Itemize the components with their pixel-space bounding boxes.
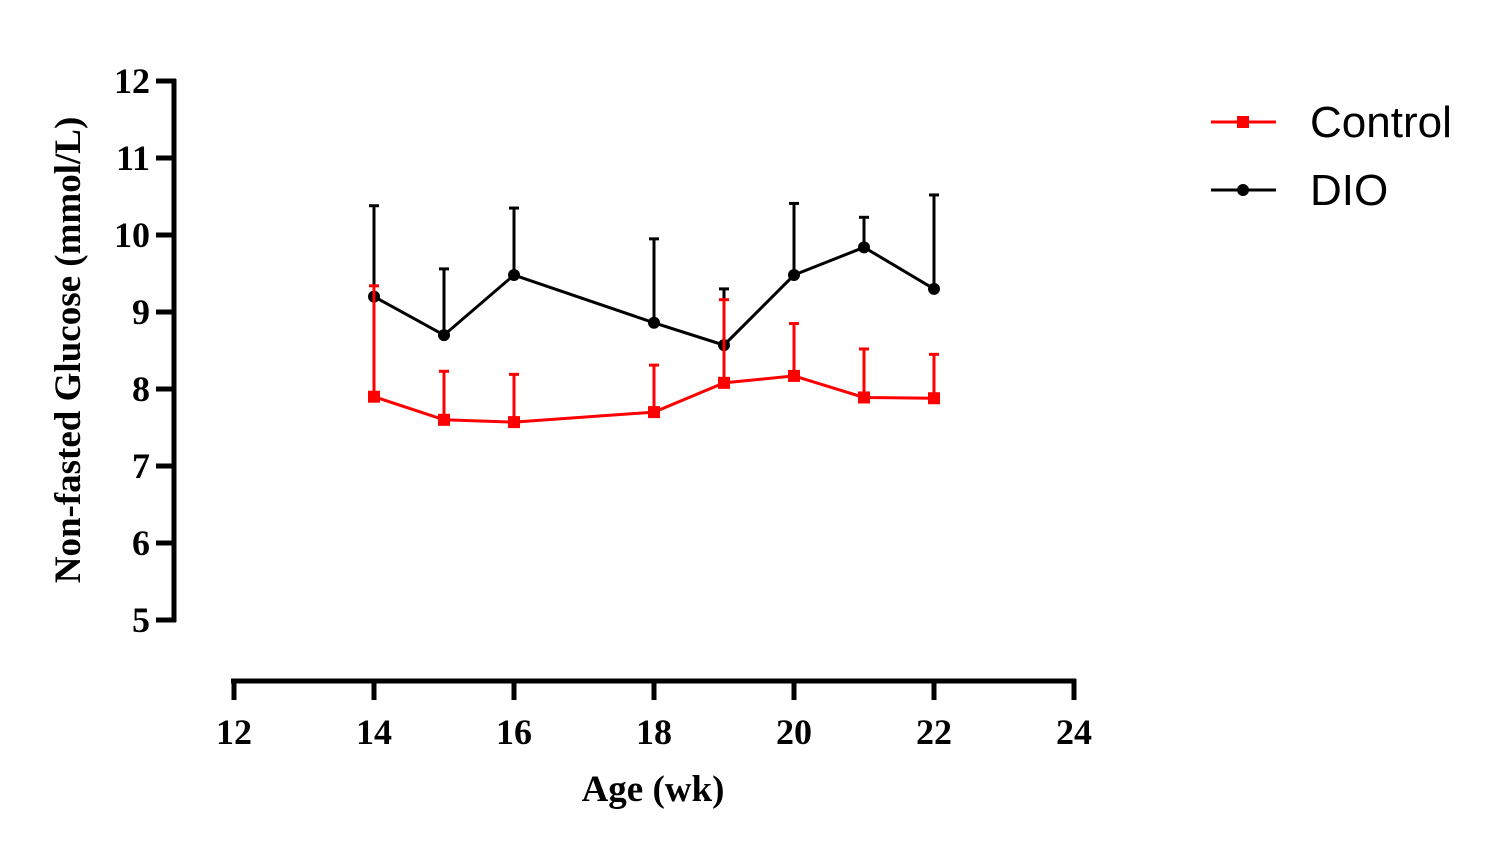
data-point xyxy=(928,282,940,295)
legend-label: DIO xyxy=(1310,166,1388,215)
x-tick-label: 16 xyxy=(496,712,532,752)
legend-marker xyxy=(1237,184,1249,196)
data-point xyxy=(368,390,380,403)
legend: Control DIO xyxy=(1211,98,1452,215)
legend-item-dio: DIO xyxy=(1211,166,1388,215)
y-tick-label: 8 xyxy=(132,369,150,409)
legend-item-control: Control xyxy=(1211,98,1452,147)
series-dio xyxy=(368,193,940,352)
y-tick-label: 9 xyxy=(132,292,150,332)
y-tick-label: 6 xyxy=(132,523,150,563)
y-axis-ticks: 5 6 7 8 9 10 11 12 xyxy=(114,61,176,640)
data-point xyxy=(648,406,660,419)
x-axis-title: Age (wk) xyxy=(582,769,725,810)
y-axis-title: Non-fasted Glucose (mmol/L) xyxy=(48,117,89,584)
y-tick-label: 5 xyxy=(132,600,150,640)
y-tick-label: 10 xyxy=(114,215,150,255)
legend-label: Control xyxy=(1310,98,1452,147)
y-tick-label: 12 xyxy=(114,61,150,101)
data-point xyxy=(858,241,870,254)
data-point xyxy=(858,391,870,404)
data-point xyxy=(648,316,660,329)
x-tick-label: 14 xyxy=(356,712,392,752)
x-tick-label: 22 xyxy=(916,712,952,752)
x-tick-label: 20 xyxy=(776,712,812,752)
data-point xyxy=(928,392,940,405)
legend-marker xyxy=(1237,116,1249,128)
data-point xyxy=(508,269,520,282)
data-point xyxy=(438,413,450,426)
series-control xyxy=(368,284,940,429)
data-point xyxy=(508,416,520,429)
data-point xyxy=(718,376,730,389)
x-tick-label: 18 xyxy=(636,712,672,752)
x-tick-label: 24 xyxy=(1056,712,1092,752)
plot-series xyxy=(368,193,940,429)
y-tick-label: 7 xyxy=(132,446,150,486)
series-line-dio xyxy=(373,245,935,347)
x-axis-ticks: 12 14 16 18 20 22 24 xyxy=(216,679,1092,752)
data-point xyxy=(788,269,800,282)
data-point xyxy=(788,369,800,382)
x-tick-label: 12 xyxy=(216,712,252,752)
series-line-control xyxy=(373,374,935,424)
y-tick-label: 11 xyxy=(116,138,150,178)
data-point xyxy=(438,329,450,342)
